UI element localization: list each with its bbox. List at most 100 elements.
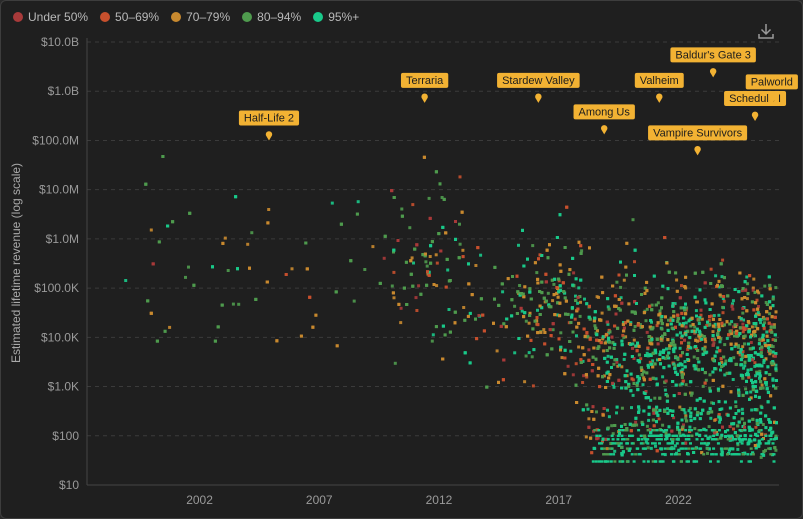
data-point bbox=[545, 353, 549, 357]
data-point bbox=[632, 357, 636, 360]
data-point bbox=[665, 354, 669, 358]
data-point bbox=[580, 249, 584, 253]
data-point bbox=[614, 312, 618, 316]
data-point bbox=[671, 302, 675, 306]
data-point bbox=[744, 288, 748, 292]
annotation[interactable]: Baldur's Gate 3 bbox=[670, 47, 756, 78]
data-point bbox=[540, 306, 544, 310]
data-point bbox=[400, 207, 404, 211]
annotation[interactable]: Terraria bbox=[400, 72, 449, 103]
data-point bbox=[616, 434, 620, 437]
data-point bbox=[677, 363, 681, 367]
data-point bbox=[637, 405, 641, 409]
annotation[interactable]: Palworld bbox=[745, 74, 798, 105]
data-point bbox=[727, 434, 731, 437]
data-point bbox=[672, 362, 676, 366]
annotation[interactable]: Stardew Valley bbox=[497, 72, 580, 103]
data-point bbox=[213, 339, 217, 343]
data-point bbox=[759, 321, 763, 325]
data-point bbox=[629, 372, 633, 376]
data-point bbox=[760, 364, 764, 368]
data-point bbox=[644, 319, 648, 323]
data-point bbox=[606, 460, 610, 463]
data-point bbox=[654, 303, 658, 307]
legend-item-70-79[interactable]: 70–79% bbox=[171, 10, 230, 24]
data-point bbox=[643, 291, 647, 295]
data-point bbox=[774, 363, 778, 367]
data-point bbox=[658, 438, 661, 441]
annotation-label: Valheim bbox=[640, 75, 679, 87]
data-point bbox=[673, 302, 677, 306]
data-point bbox=[626, 442, 629, 445]
data-point bbox=[563, 246, 567, 249]
data-point bbox=[712, 341, 716, 345]
data-point bbox=[653, 442, 657, 445]
download-button[interactable] bbox=[755, 21, 777, 43]
legend-item-under-50[interactable]: Under 50% bbox=[13, 10, 88, 24]
data-point bbox=[774, 369, 778, 373]
data-point bbox=[663, 388, 667, 392]
data-point bbox=[653, 348, 657, 352]
data-point bbox=[437, 232, 441, 236]
annotation[interactable]: Schedule I bbox=[724, 90, 787, 121]
data-point bbox=[739, 434, 742, 437]
annotation[interactable]: Vampire Survivors bbox=[648, 125, 748, 156]
data-point bbox=[600, 275, 604, 279]
data-point bbox=[754, 301, 758, 305]
data-point bbox=[574, 383, 578, 387]
data-point bbox=[754, 322, 758, 325]
data-point bbox=[428, 255, 432, 258]
data-point bbox=[519, 292, 523, 295]
data-point bbox=[719, 262, 723, 266]
data-point bbox=[735, 453, 739, 456]
data-point bbox=[753, 444, 757, 447]
data-point bbox=[686, 358, 690, 362]
data-point bbox=[666, 328, 670, 332]
data-point bbox=[720, 365, 724, 368]
data-point bbox=[629, 389, 633, 393]
data-point bbox=[704, 340, 708, 344]
data-point bbox=[641, 383, 645, 387]
data-point bbox=[627, 382, 631, 386]
data-point bbox=[618, 308, 622, 312]
data-point bbox=[532, 348, 536, 352]
data-point bbox=[750, 325, 754, 329]
data-point bbox=[738, 332, 742, 335]
data-point bbox=[757, 313, 761, 317]
data-point bbox=[628, 434, 631, 437]
data-point bbox=[547, 305, 551, 309]
data-point bbox=[649, 362, 653, 366]
legend-item-50-69[interactable]: 50–69% bbox=[100, 10, 159, 24]
data-point bbox=[699, 313, 703, 317]
data-point bbox=[641, 442, 645, 445]
legend-item-95-plus[interactable]: 95%+ bbox=[313, 10, 359, 24]
data-point bbox=[621, 429, 625, 432]
data-point bbox=[731, 307, 735, 311]
data-point bbox=[542, 328, 546, 332]
annotation-label: Half-Life 2 bbox=[244, 113, 294, 125]
data-point bbox=[612, 346, 616, 350]
data-point bbox=[748, 274, 752, 278]
annotation[interactable]: Half-Life 2 bbox=[238, 110, 300, 141]
data-point bbox=[453, 321, 457, 325]
data-point bbox=[757, 439, 761, 443]
data-point bbox=[544, 272, 548, 276]
data-point bbox=[290, 267, 294, 271]
data-point bbox=[660, 306, 663, 310]
data-point bbox=[634, 416, 638, 420]
data-point bbox=[642, 460, 646, 463]
data-point bbox=[721, 363, 725, 367]
data-point bbox=[721, 311, 725, 315]
annotation-label-box bbox=[238, 110, 300, 126]
data-point bbox=[737, 420, 741, 424]
annotation[interactable]: Valheim bbox=[634, 72, 684, 103]
data-point bbox=[756, 289, 759, 293]
legend-item-80-94[interactable]: 80–94% bbox=[242, 10, 301, 24]
data-point bbox=[540, 291, 544, 295]
data-point bbox=[656, 301, 660, 305]
data-point bbox=[671, 442, 674, 445]
data-point bbox=[747, 329, 751, 333]
annotation[interactable]: Among Us bbox=[573, 104, 635, 135]
data-point bbox=[540, 280, 544, 284]
